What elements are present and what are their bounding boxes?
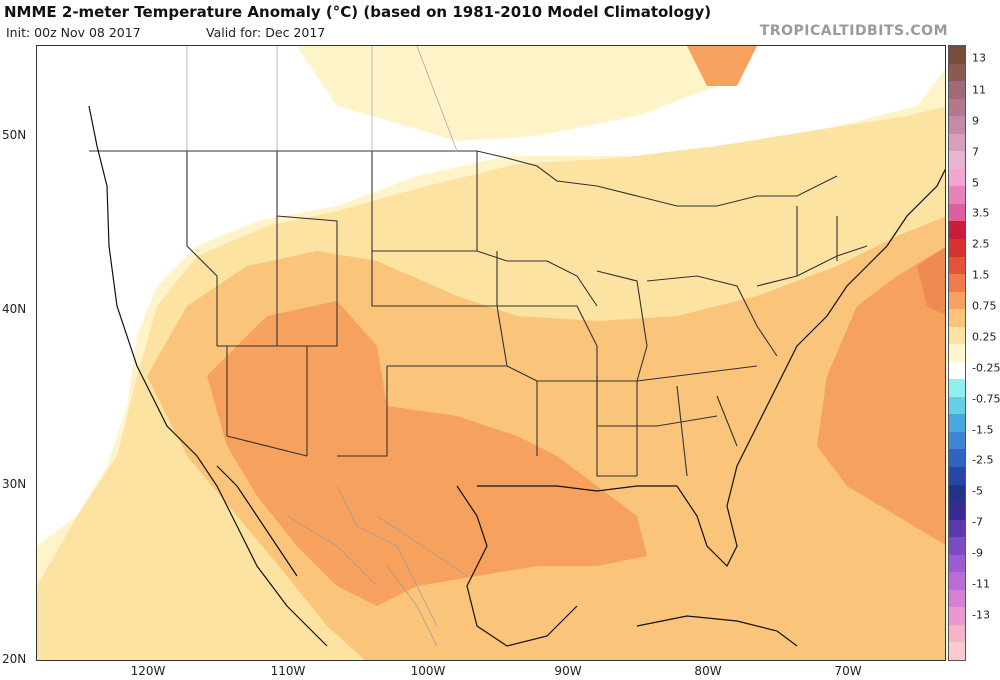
colorbar-swatch (949, 326, 965, 345)
colorbar-swatch (949, 624, 965, 643)
lon-label-70w: 70W (834, 664, 862, 678)
colorbar-swatch (949, 572, 965, 591)
lon-label-120w: 120W (130, 664, 166, 678)
colorbar-swatch (949, 589, 965, 608)
colorbar-swatch (949, 431, 965, 450)
colorbar-swatch (949, 63, 965, 82)
colorbar-swatch (949, 484, 965, 503)
lon-label-110w: 110W (270, 664, 306, 678)
colorbar-label: 9 (972, 114, 979, 128)
lat-label-30n: 30N (2, 477, 27, 491)
colorbar-label: 0.25 (972, 330, 997, 344)
anomaly-region-warm-north (687, 46, 757, 86)
colorbar-label: 3.5 (972, 206, 990, 220)
lon-label-100w: 100W (410, 664, 446, 678)
colorbar-swatch (949, 203, 965, 222)
valid-time: Valid for: Dec 2017 (206, 25, 326, 40)
colorbar-swatch (949, 519, 965, 538)
colorbar-label: -2.5 (972, 453, 994, 467)
colorbar-swatch (949, 396, 965, 415)
lon-label-90w: 90W (554, 664, 582, 678)
colorbar-swatch (949, 642, 965, 661)
colorbar-label: -11 (972, 577, 990, 591)
colorbar-swatch (949, 291, 965, 310)
colorbar-swatch (949, 46, 965, 65)
site-credit: TROPICALTIDBITS.COM (759, 23, 948, 39)
colorbar-label: -1.5 (972, 423, 994, 437)
state-boundaries (89, 150, 868, 477)
init-time: Init: 00z Nov 08 2017 (6, 25, 141, 40)
lon-label-80w: 80W (694, 664, 722, 678)
colorbar-swatch (949, 309, 965, 328)
colorbar (948, 45, 966, 661)
colorbar-label: 0.75 (972, 299, 997, 313)
map-title: NMME 2-meter Temperature Anomaly (°C) (b… (4, 3, 712, 21)
colorbar-swatch (949, 238, 965, 257)
colorbar-label: -0.75 (972, 392, 1000, 406)
colorbar-swatch (949, 502, 965, 521)
colorbar-label: 1.5 (972, 268, 990, 282)
colorbar-swatch (949, 467, 965, 486)
colorbar-label: -7 (972, 515, 983, 529)
colorbar-swatch (949, 221, 965, 240)
canada-boundaries (186, 46, 458, 152)
colorbar-label: -9 (972, 546, 983, 560)
colorbar-swatch (949, 554, 965, 573)
colorbar-swatch (949, 256, 965, 275)
colorbar-label: 13 (972, 51, 986, 65)
colorbar-swatch (949, 274, 965, 293)
lat-label-50n: 50N (2, 128, 27, 142)
anomaly-region-warm-atlantic (817, 247, 945, 545)
anomaly-region-warm-southwest (207, 301, 647, 606)
colorbar-swatch (949, 607, 965, 626)
colorbar-label: -0.25 (972, 361, 1000, 375)
colorbar-swatch (949, 186, 965, 205)
colorbar-swatch (949, 361, 965, 380)
colorbar-swatch (949, 116, 965, 135)
lat-label-20n: 20N (2, 652, 27, 666)
lat-label-40n: 40N (2, 302, 27, 316)
colorbar-label: 7 (972, 145, 979, 159)
neutral-region-northwest (37, 46, 945, 546)
colorbar-swatch (949, 168, 965, 187)
colorbar-label: -13 (972, 608, 990, 622)
colorbar-swatch (949, 344, 965, 363)
colorbar-swatch (949, 81, 965, 100)
colorbar-swatch (949, 151, 965, 170)
coastlines (88, 105, 945, 647)
mexico-boundaries (286, 485, 468, 647)
colorbar-swatch (949, 133, 965, 152)
colorbar-swatch (949, 449, 965, 468)
colorbar-label: 5 (972, 176, 979, 190)
colorbar-swatch (949, 379, 965, 398)
colorbar-label: -5 (972, 484, 983, 498)
colorbar-swatch (949, 537, 965, 556)
colorbar-label: 11 (972, 83, 986, 97)
colorbar-swatch (949, 414, 965, 433)
anomaly-region-hot-atlantic (917, 247, 945, 315)
colorbar-swatch (949, 98, 965, 117)
anomaly-map (36, 45, 946, 661)
colorbar-label: 2.5 (972, 237, 990, 251)
